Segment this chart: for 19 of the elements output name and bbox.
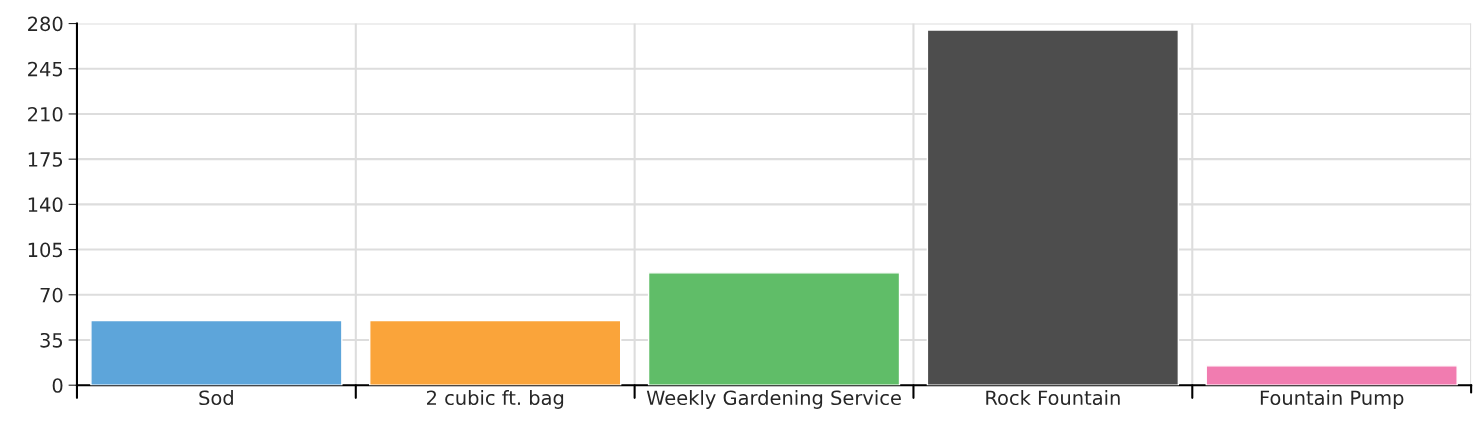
bar [1205,365,1458,386]
y-tick-label: 105 [28,242,63,258]
y-tick-label: 280 [28,16,63,32]
x-tick-label: Weekly Gardening Service [646,390,901,409]
y-tick-label: 210 [28,106,63,122]
x-tick-label: 2 cubic ft. bag [427,390,564,409]
y-tick-label: 0 [52,378,63,393]
bar [647,272,901,386]
y-tick-label: 35 [40,332,63,348]
y-tick-label: 70 [40,287,63,303]
bar [369,319,622,386]
bar [926,29,1180,386]
x-tick-label: Sod [199,390,233,406]
x-tick-label: Rock Fountain [986,390,1120,406]
bar [90,319,343,386]
y-tick-label: 175 [28,152,63,167]
x-tick-label: Fountain Pump [1260,390,1404,409]
y-tick-label: 245 [28,61,63,77]
y-tick-label: 140 [28,197,63,213]
